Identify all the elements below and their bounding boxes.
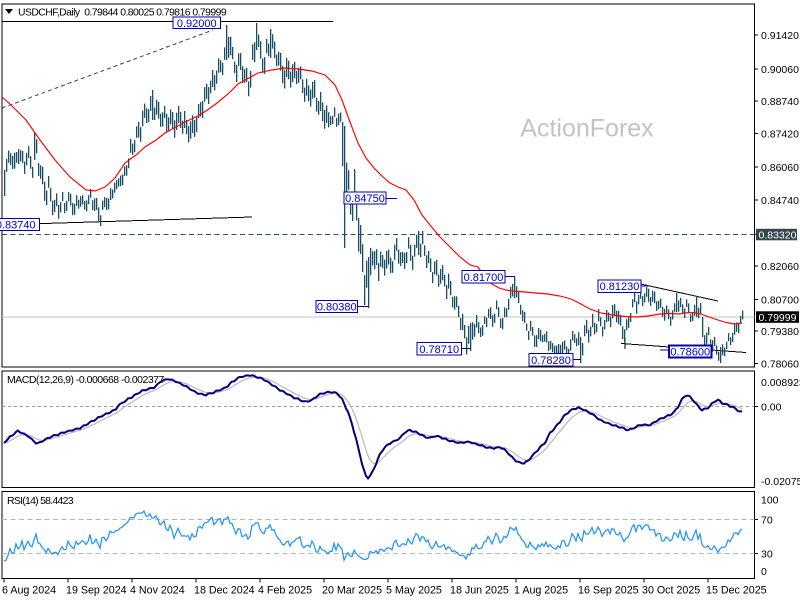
svg-text:30: 30 [761,549,773,561]
svg-text:0.84750: 0.84750 [345,193,385,205]
svg-text:0.83740: 0.83740 [0,220,36,232]
svg-text:USDCHF,Daily 0.79844 0.80025: USDCHF,Daily 0.79844 0.80025 0.79816 0.7… [18,8,227,19]
svg-text:0.008923: 0.008923 [761,377,800,389]
svg-text:19 Sep 2024: 19 Sep 2024 [66,585,127,597]
svg-text:0.84740: 0.84740 [761,195,799,207]
svg-text:100: 100 [761,494,779,506]
svg-text:5 May 2025: 5 May 2025 [386,585,442,597]
svg-text:16 Sep 2025: 16 Sep 2025 [578,585,639,597]
svg-text:30 Oct 2025: 30 Oct 2025 [642,585,700,597]
svg-text:0.80380: 0.80380 [317,302,357,314]
svg-text:0.78600: 0.78600 [670,347,710,359]
svg-text:ActionForex: ActionForex [520,115,654,143]
svg-text:70: 70 [761,515,773,527]
svg-text:0.88740: 0.88740 [761,96,799,108]
svg-text:0.78710: 0.78710 [419,344,459,356]
svg-text:0.82060: 0.82060 [761,261,799,273]
svg-text:0.80700: 0.80700 [761,295,799,307]
svg-text:-0.020759: -0.020759 [761,476,800,488]
svg-text:0.81700: 0.81700 [464,272,504,284]
svg-text:4 Feb 2025: 4 Feb 2025 [258,585,312,597]
svg-text:4 Nov 2024: 4 Nov 2024 [130,585,185,597]
svg-text:RSI(14) 58.4423: RSI(14) 58.4423 [7,495,74,507]
svg-text:0.00: 0.00 [761,402,782,414]
svg-text:MACD(12,26,9) -0.000668 -0.002: MACD(12,26,9) -0.000668 -0.002377 [7,374,165,386]
svg-text:6 Aug 2024: 6 Aug 2024 [2,585,56,597]
svg-text:0.86060: 0.86060 [761,162,799,174]
svg-text:0.79999: 0.79999 [759,312,797,324]
svg-text:1 Aug 2025: 1 Aug 2025 [514,585,568,597]
svg-text:0: 0 [761,566,767,578]
svg-text:0.90060: 0.90060 [761,64,799,76]
svg-text:0.92000: 0.92000 [177,18,217,30]
svg-text:15 Dec 2025: 15 Dec 2025 [706,585,767,597]
svg-text:18 Dec 2024: 18 Dec 2024 [194,585,255,597]
svg-text:18 Jun 2025: 18 Jun 2025 [450,585,509,597]
svg-text:0.83320: 0.83320 [759,229,797,241]
svg-text:20 Mar 2025: 20 Mar 2025 [322,585,382,597]
svg-text:0.81230: 0.81230 [600,281,640,293]
svg-text:0.79380: 0.79380 [761,326,799,338]
svg-text:0.78060: 0.78060 [761,359,799,371]
svg-text:0.87420: 0.87420 [761,129,799,141]
svg-text:0.91420: 0.91420 [761,30,799,42]
svg-text:0.78280: 0.78280 [531,355,571,367]
